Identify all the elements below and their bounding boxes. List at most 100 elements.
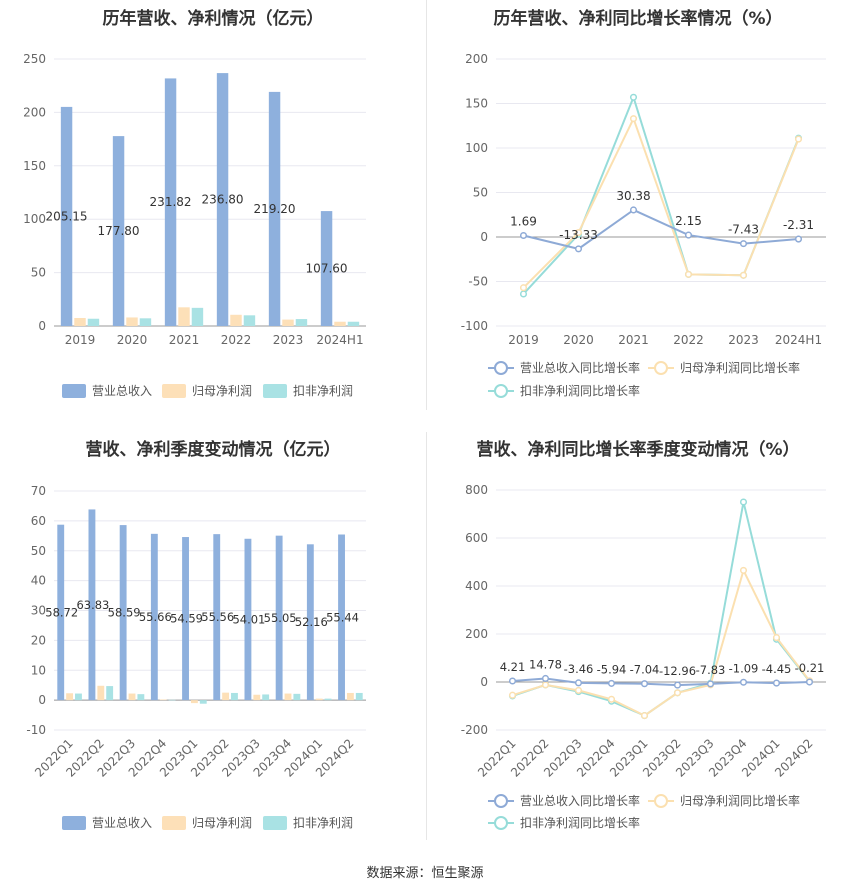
y-tick-label: 600 — [465, 531, 488, 545]
data-label: 55.05 — [264, 611, 297, 625]
bar-parent-profit — [282, 319, 294, 326]
data-label: 54.01 — [232, 612, 265, 626]
bar-revenue — [150, 533, 158, 701]
x-tick-label: 2024H1 — [316, 333, 363, 347]
data-label: -7.04 — [630, 663, 660, 677]
bar-revenue — [275, 535, 283, 701]
data-label: 63.83 — [76, 598, 109, 612]
annual-growth-panel: 历年营收、净利同比增长率情况（%） -100 -50 0 50 100 150 200 201… — [426, 0, 850, 410]
legend-marker — [494, 361, 508, 375]
bar-deducted-profit — [324, 698, 332, 701]
annual-growth-chart: -100 -50 0 50 100 150 200 2019 2020 2021 2022 2023 2… — [461, 52, 826, 398]
data-point — [739, 240, 748, 248]
bar-deducted-profit — [355, 692, 363, 701]
y-tick-label: 10 — [31, 663, 46, 677]
data-point — [629, 93, 638, 101]
x-tick-label: 2021 — [169, 333, 200, 347]
bar-deducted-profit — [191, 307, 204, 326]
bar-deducted-profit — [293, 693, 301, 701]
data-label: 55.44 — [326, 610, 359, 624]
bar-deducted-profit — [262, 694, 270, 701]
bar-revenue — [216, 73, 229, 327]
data-point — [574, 686, 583, 694]
legend-swatch — [62, 384, 86, 398]
data-label: 219.20 — [254, 202, 296, 216]
annual-bar-panel: 历年营收、净利情况（亿元） 0 50 100 150 200 250 2019 2020 202… — [0, 0, 426, 410]
bar-deducted-profit — [137, 694, 145, 701]
bar-revenue — [112, 136, 125, 326]
y-tick-label: 250 — [23, 52, 46, 66]
x-tick-label: 2022 — [673, 333, 704, 347]
data-label: 54.59 — [170, 612, 203, 626]
y-tick-label: -100 — [461, 319, 488, 333]
bar-revenue — [119, 525, 127, 701]
data-point — [629, 206, 638, 214]
quarterly-growth-panel: 营收、净利同比增长率季度变动情况（%） -200 0 200 400 600 800 202… — [426, 425, 850, 845]
legend-label: 营业总收入同比增长率 — [520, 793, 640, 808]
data-point — [772, 634, 781, 642]
bar-revenue — [57, 524, 65, 701]
y-tick-label: 40 — [31, 574, 46, 588]
y-tick-label: 200 — [23, 105, 46, 119]
data-label: 231.82 — [150, 195, 192, 209]
legend-marker — [494, 384, 508, 398]
y-tick-label: 0 — [38, 319, 46, 333]
bar-deducted-profit — [199, 700, 207, 704]
bar-parent-profit — [222, 692, 230, 701]
line-parent-growth — [522, 116, 800, 289]
legend-label: 扣非净利润 — [293, 816, 353, 830]
bar-deducted-profit — [347, 321, 360, 326]
y-tick-label: 100 — [23, 212, 46, 226]
legend-label: 归母净利润同比增长率 — [680, 793, 800, 808]
y-tick-label: 150 — [23, 159, 46, 173]
data-point — [607, 679, 616, 687]
legend-marker — [494, 816, 508, 830]
legend-label: 归母净利润同比增长率 — [680, 360, 800, 375]
y-tick-label: 20 — [31, 633, 46, 647]
bar-revenue — [88, 509, 96, 701]
bar-revenue — [338, 534, 345, 701]
bar-parent-profit — [126, 317, 138, 326]
data-point — [794, 235, 803, 243]
bar-parent-profit — [128, 693, 136, 701]
data-point — [805, 678, 814, 686]
data-label: -4.45 — [762, 662, 792, 676]
source-note: 数据来源：恒生聚源 — [366, 866, 484, 881]
data-point — [684, 231, 693, 239]
x-tick-label: 2019 — [508, 333, 539, 347]
data-point — [519, 284, 528, 292]
x-tick-label: 2019 — [65, 333, 96, 347]
data-point — [574, 229, 583, 237]
bar-parent-profit — [346, 692, 354, 701]
legend-label: 扣非净利润 — [293, 384, 353, 398]
annual-bar-chart: 0 50 100 150 200 250 2019 2020 2021 2022 2023 2024H… — [23, 52, 366, 398]
chart-title: 历年营收、净利同比增长率情况（%） — [493, 9, 783, 29]
bar-parent-profit — [190, 700, 198, 704]
data-label: -5.94 — [597, 662, 627, 676]
data-label: 1.69 — [510, 214, 537, 228]
bar-revenue — [306, 544, 314, 701]
data-label: -7.43 — [728, 223, 759, 237]
data-point — [794, 135, 803, 143]
bar-parent-profit — [178, 307, 190, 326]
data-point — [640, 712, 649, 720]
legend-label: 营业总收入 — [92, 384, 152, 398]
y-tick-label: -50 — [468, 275, 488, 289]
data-point — [739, 678, 748, 686]
data-label: 205.15 — [46, 209, 88, 223]
bar-deducted-profit — [106, 686, 114, 701]
data-point — [519, 290, 528, 298]
bar-deducted-profit — [139, 318, 152, 326]
y-tick-label: -10 — [26, 723, 46, 737]
bar-parent-profit — [74, 317, 86, 326]
legend-label: 归母净利润 — [192, 816, 252, 830]
data-label: 55.66 — [139, 610, 172, 624]
bar-revenue — [182, 537, 189, 701]
legend-label: 扣非净利润同比增长率 — [520, 815, 640, 830]
data-label: -0.21 — [795, 661, 825, 675]
data-point — [607, 695, 616, 703]
data-label: -13.33 — [559, 228, 598, 242]
data-point — [640, 680, 649, 688]
x-tick-label: 2024H1 — [775, 333, 822, 347]
legend-swatch — [62, 816, 86, 830]
